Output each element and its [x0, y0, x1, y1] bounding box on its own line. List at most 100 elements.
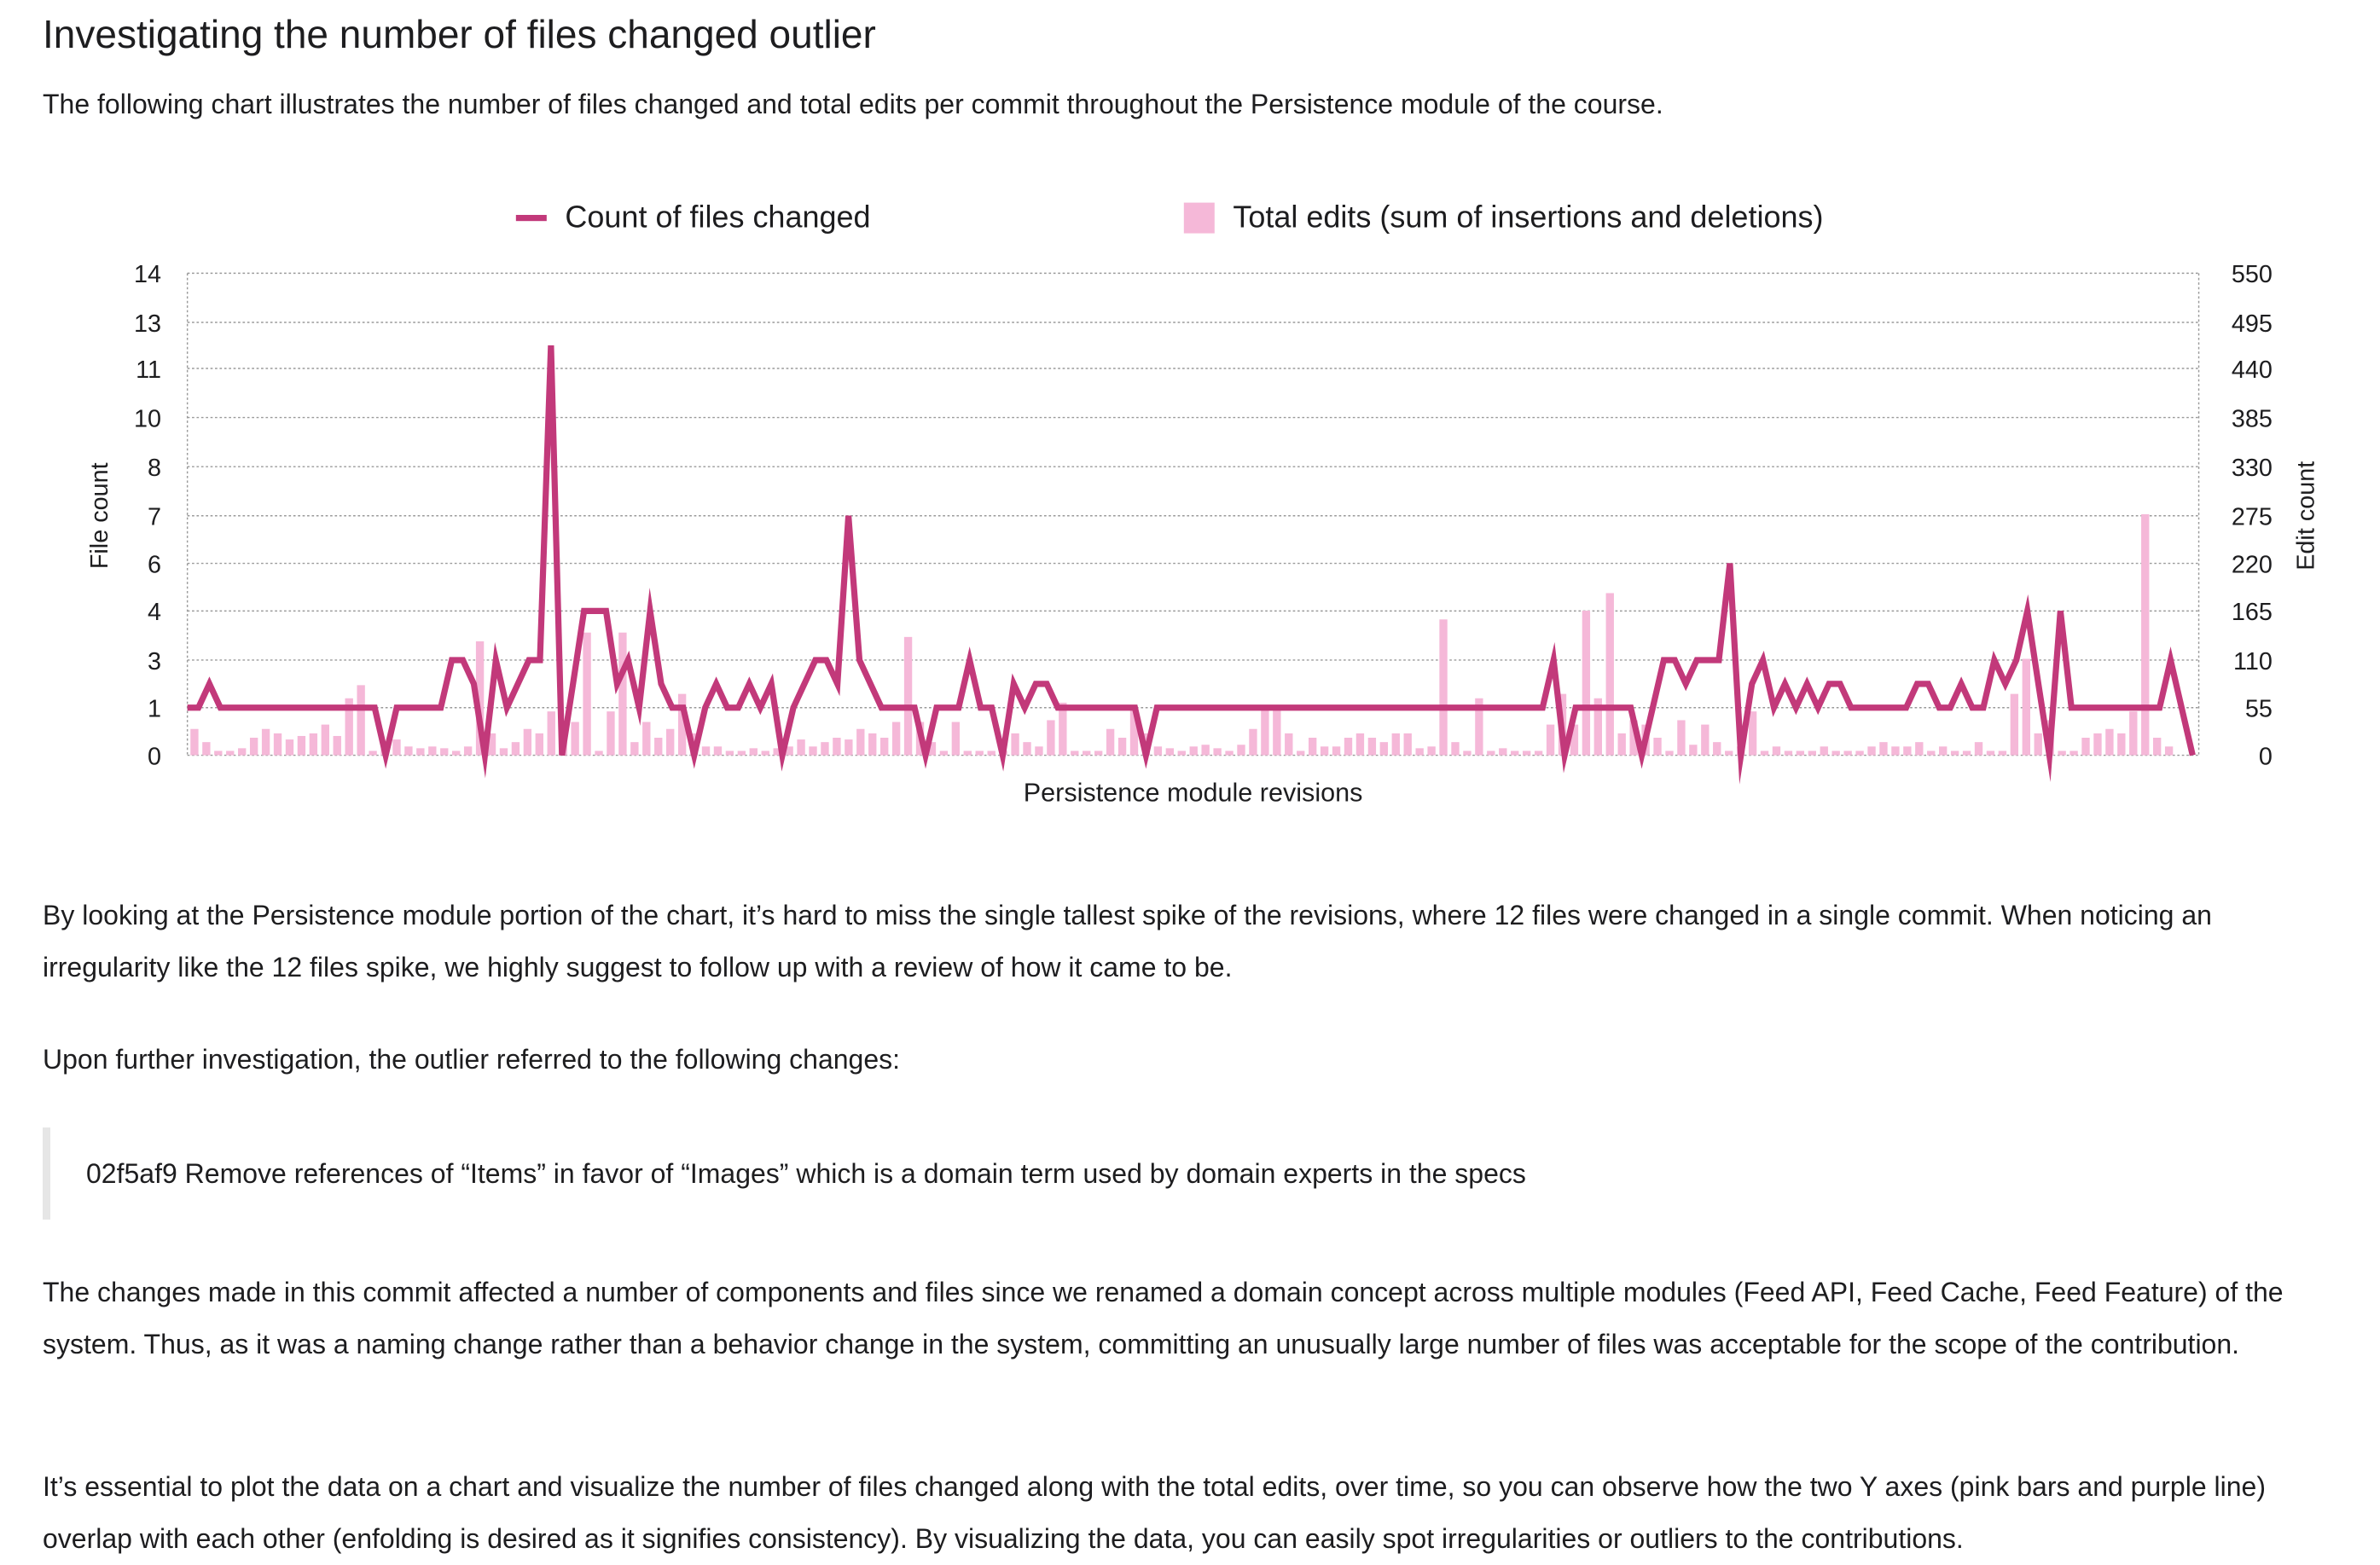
left-tick-label: 10	[134, 405, 161, 432]
y-axis-label-right: Edit count	[2293, 461, 2320, 571]
edit-bar	[1796, 751, 1805, 756]
edit-bar	[416, 748, 425, 756]
edit-bar	[1285, 733, 1293, 756]
edit-bar	[701, 746, 711, 756]
right-tick-label: 55	[2245, 696, 2273, 723]
edit-bar	[499, 748, 508, 756]
edit-bar	[607, 711, 615, 756]
edit-bar	[1106, 728, 1115, 756]
edit-bar	[713, 746, 723, 756]
edit-bar	[1891, 746, 1900, 756]
edit-bar	[618, 632, 627, 756]
right-tick-label: 110	[2233, 648, 2273, 675]
edit-bar	[1784, 751, 1793, 756]
edit-bar	[1415, 748, 1424, 756]
edit-bar	[749, 748, 758, 756]
edit-bar	[2058, 751, 2066, 756]
edit-bar	[1035, 746, 1043, 756]
edit-bar	[1308, 738, 1317, 756]
edit-bar	[1903, 746, 1912, 756]
edit-bar	[249, 738, 258, 756]
edit-bar	[1153, 746, 1163, 756]
left-tick-label: 3	[148, 648, 161, 675]
edit-bar	[880, 738, 889, 756]
edit-bar	[1939, 746, 1948, 756]
edit-bar	[797, 739, 805, 756]
edit-bar	[630, 742, 639, 756]
edit-bar	[1534, 751, 1543, 756]
left-tick-label: 7	[148, 504, 161, 531]
left-tick-label: 0	[148, 743, 161, 770]
explanation-paragraph: The changes made in this commit affected…	[43, 1277, 2284, 1359]
edit-bar	[2069, 751, 2078, 756]
edit-bar	[392, 739, 401, 756]
edit-bar	[1855, 751, 1864, 756]
edit-bar	[297, 735, 306, 756]
edit-bar	[2153, 738, 2162, 756]
edit-bar	[2141, 513, 2150, 756]
edit-bar	[1713, 742, 1721, 756]
edit-bar	[1677, 720, 1686, 756]
edit-bar	[1701, 724, 1710, 756]
edit-bar	[2034, 733, 2042, 756]
edit-bar	[654, 738, 663, 756]
edit-bar	[1570, 724, 1579, 756]
edit-bar	[333, 735, 341, 756]
edit-bar	[1129, 707, 1139, 756]
edit-bar	[1546, 724, 1555, 756]
right-tick-label: 495	[2232, 310, 2273, 338]
edit-bar	[833, 738, 841, 756]
edit-bar	[571, 722, 579, 756]
edit-bar	[1974, 742, 1983, 756]
left-tick-label: 6	[148, 551, 161, 578]
edit-bar	[1177, 751, 1186, 756]
edit-bar	[1831, 751, 1840, 756]
edit-bar	[583, 632, 591, 756]
edit-bar	[2022, 658, 2030, 756]
edit-bar	[345, 698, 353, 756]
right-tick-label: 550	[2232, 261, 2273, 288]
edit-bar	[1962, 751, 1971, 756]
edit-bar	[357, 685, 365, 756]
chart-grid	[186, 272, 2200, 756]
legend-bar-swatch	[1183, 202, 1215, 234]
edit-bar	[511, 742, 520, 756]
edit-bar	[725, 751, 734, 756]
edit-bar	[987, 751, 996, 756]
edit-bar	[1582, 611, 1591, 756]
edit-bar	[975, 751, 984, 756]
edit-bar	[1201, 745, 1210, 756]
edit-bar	[1463, 751, 1472, 756]
edit-bar	[1320, 746, 1329, 756]
edit-bar	[547, 711, 555, 756]
commit-message: 02f5af9 Remove references of “Items” in …	[86, 1158, 1526, 1189]
page-title: Investigating the number of files change…	[43, 12, 876, 56]
edit-bar	[1998, 751, 2007, 756]
edit-bar	[1748, 711, 1757, 756]
edit-bar	[903, 636, 913, 756]
left-tick-label: 8	[148, 455, 161, 482]
edit-bar	[868, 733, 877, 756]
chart-legend: Count of files changed Total edits (sum …	[515, 199, 1823, 234]
edit-bar	[951, 722, 961, 756]
edit-bar	[1725, 751, 1733, 756]
edit-bar	[666, 728, 675, 756]
investigation-paragraph: Upon further investigation, the outlier …	[43, 1044, 901, 1075]
edit-bar	[595, 751, 603, 756]
edit-bar	[1653, 738, 1662, 756]
edit-bar	[1499, 748, 1507, 756]
right-tick-label: 0	[2259, 743, 2273, 770]
edit-bar	[226, 751, 235, 756]
edit-bar	[1487, 751, 1495, 756]
edit-bar	[845, 739, 853, 756]
edit-bar	[463, 746, 473, 756]
edit-bar	[1879, 742, 1888, 756]
edit-bar	[927, 742, 937, 756]
edit-bar	[642, 722, 651, 756]
y-axis-label-left: File count	[86, 462, 113, 569]
edit-bar	[809, 746, 817, 756]
legend-line-swatch	[515, 214, 547, 222]
edit-bar	[1213, 748, 1222, 756]
outlier-paragraph: By looking at the Persistence module por…	[43, 900, 2212, 982]
